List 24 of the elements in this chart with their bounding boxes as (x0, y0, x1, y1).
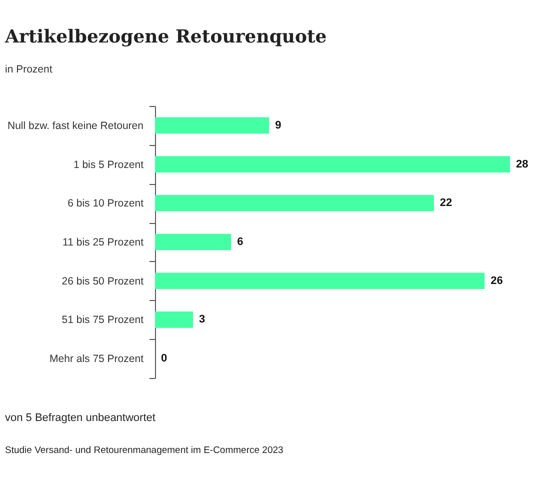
data-label: 0 (161, 352, 168, 365)
y-tick-label: 26 bis 50 Prozent (62, 275, 144, 288)
data-label: 28 (516, 158, 528, 170)
bar (155, 117, 270, 134)
bar (155, 234, 232, 250)
bar (155, 156, 510, 172)
data-label: 6 (237, 236, 244, 248)
y-tick-label: Mehr als 75 Prozent (50, 353, 144, 366)
y-tick-label: 11 bis 25 Prozent (62, 236, 144, 248)
chart-title: Artikelbezogene Retourenquote (4, 26, 327, 48)
bar (155, 312, 194, 328)
y-tick-label: 1 bis 5 Prozent (73, 158, 144, 171)
data-label: 3 (199, 314, 206, 326)
text: Studie Versand- und Retourenmanagement im E-Commerce 2023 (5, 445, 284, 456)
y-tick-label: Null bzw. fast keine Retouren (8, 120, 144, 132)
data-label: 9 (275, 119, 282, 132)
text: in Prozent (5, 64, 52, 76)
bar (155, 272, 485, 290)
data-label: 26 (490, 274, 503, 287)
y-tick-label: 51 bis 75 Prozent (62, 314, 144, 326)
y-tick-label: 6 bis 10 Prozent (68, 198, 144, 210)
data-label: 22 (440, 197, 452, 210)
bar (155, 194, 434, 212)
text: von 5 Befragten unbeantwortet (5, 412, 156, 424)
